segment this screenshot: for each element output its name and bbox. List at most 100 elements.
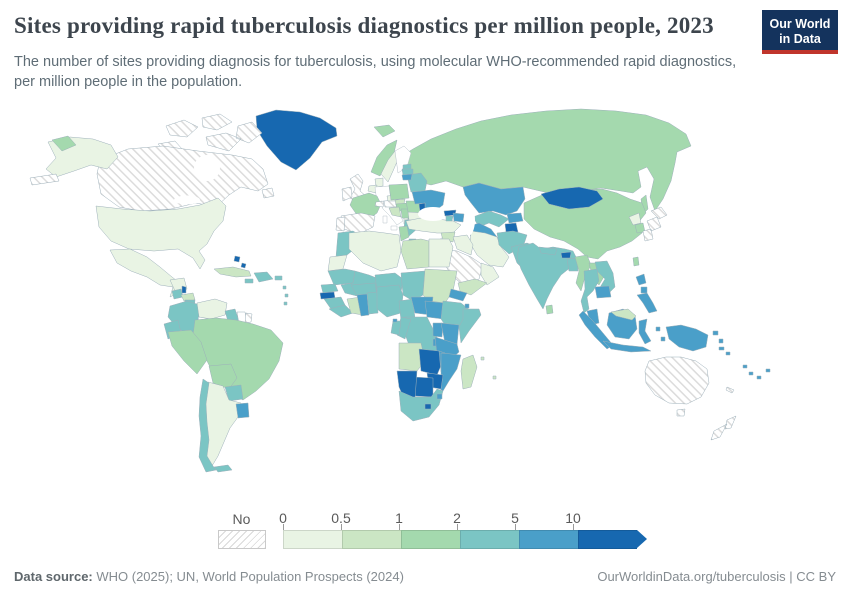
- region-north-korea[interactable]: [628, 212, 642, 226]
- region-uruguay[interactable]: [235, 402, 250, 419]
- region-tajikistan[interactable]: [504, 222, 519, 233]
- region-tunisia[interactable]: [398, 225, 410, 242]
- legend-segment-10plus[interactable]: [578, 530, 637, 549]
- region-new-zealand[interactable]: [710, 415, 737, 441]
- region-poland[interactable]: [388, 183, 410, 201]
- region-bahamas[interactable]: [233, 255, 247, 269]
- region-png-islands[interactable]: [712, 330, 724, 344]
- region-bhutan[interactable]: [560, 251, 572, 259]
- region-nepal[interactable]: [538, 246, 558, 256]
- region-newfoundland[interactable]: [261, 187, 275, 199]
- region-mexico[interactable]: [109, 248, 182, 298]
- owid-logo[interactable]: Our World in Data: [762, 10, 838, 54]
- region-switzerland[interactable]: [374, 200, 385, 208]
- legend-segment-0-05[interactable]: [283, 530, 342, 549]
- region-venezuela[interactable]: [196, 298, 228, 320]
- region-maluku[interactable]: [655, 326, 666, 342]
- region-madagascar[interactable]: [460, 354, 478, 390]
- region-mauritania[interactable]: [327, 268, 356, 286]
- region-french-guiana[interactable]: [244, 312, 253, 324]
- no-data-swatch[interactable]: [218, 530, 266, 549]
- region-iraq[interactable]: [452, 234, 474, 256]
- region-libya[interactable]: [400, 238, 430, 270]
- region-puerto-rico[interactable]: [274, 275, 283, 281]
- region-ghana[interactable]: [356, 293, 370, 317]
- region-cambodia[interactable]: [594, 285, 612, 299]
- region-philippines[interactable]: [635, 273, 658, 314]
- region-thailand[interactable]: [580, 268, 600, 314]
- region-portugal[interactable]: [335, 216, 346, 232]
- region-equatorial-guinea[interactable]: [392, 318, 398, 323]
- region-aleutian-islands[interactable]: [29, 173, 60, 186]
- region-lesser-antilles[interactable]: [282, 285, 289, 306]
- region-somalia[interactable]: [458, 308, 482, 344]
- region-comoros[interactable]: [480, 356, 485, 361]
- region-kazakhstan[interactable]: [462, 182, 526, 216]
- region-eritrea[interactable]: [448, 288, 468, 302]
- legend-segment-1-2[interactable]: [401, 530, 460, 549]
- region-armenia[interactable]: [445, 215, 454, 222]
- region-oman[interactable]: [480, 262, 500, 286]
- region-senegal[interactable]: [320, 283, 339, 294]
- region-mauritius[interactable]: [492, 375, 497, 380]
- region-belarus[interactable]: [406, 172, 428, 193]
- region-guatemala[interactable]: [171, 288, 184, 300]
- region-india[interactable]: [516, 242, 578, 310]
- region-egypt[interactable]: [428, 238, 454, 268]
- legend-segment-5-10[interactable]: [519, 530, 578, 549]
- region-estonia[interactable]: [402, 163, 412, 170]
- region-eswatini[interactable]: [436, 393, 443, 400]
- region-new-guinea[interactable]: [665, 324, 709, 352]
- region-bangladesh[interactable]: [566, 257, 579, 272]
- region-zambia[interactable]: [418, 348, 444, 376]
- region-croatia[interactable]: [388, 206, 402, 218]
- region-lithuania[interactable]: [401, 173, 413, 181]
- region-lesotho[interactable]: [424, 403, 432, 410]
- region-australia[interactable]: [644, 356, 710, 405]
- region-spain[interactable]: [340, 212, 376, 235]
- region-western-sahara[interactable]: [327, 254, 348, 272]
- legend-segment-05-1[interactable]: [342, 530, 401, 549]
- region-new-caledonia[interactable]: [725, 386, 735, 394]
- region-taiwan[interactable]: [632, 256, 640, 267]
- region-solomon-islands[interactable]: [718, 346, 731, 356]
- region-hispaniola[interactable]: [253, 271, 274, 283]
- region-iran[interactable]: [469, 230, 510, 268]
- region-pacific-wrap-islands[interactable]: [51, 135, 77, 152]
- region-chad[interactable]: [400, 270, 426, 302]
- region-kyrgyzstan[interactable]: [506, 212, 524, 224]
- region-sri-lanka[interactable]: [545, 304, 554, 315]
- region-east-malaysia[interactable]: [610, 308, 637, 321]
- region-gabon[interactable]: [390, 320, 402, 336]
- region-france[interactable]: [349, 192, 382, 220]
- region-djibouti[interactable]: [464, 303, 470, 309]
- footer-link[interactable]: OurWorldinData.org/tuberculosis | CC BY: [597, 569, 836, 584]
- region-tierra-del-fuego[interactable]: [213, 464, 233, 473]
- region-greenland[interactable]: [255, 109, 338, 171]
- region-cuba[interactable]: [213, 266, 252, 278]
- region-tasmania[interactable]: [676, 408, 686, 417]
- region-algeria[interactable]: [348, 230, 402, 272]
- region-jamaica[interactable]: [244, 278, 254, 284]
- region-sumatra[interactable]: [578, 310, 614, 350]
- region-japan[interactable]: [642, 206, 668, 242]
- region-iceland[interactable]: [373, 124, 396, 138]
- region-azerbaijan[interactable]: [452, 212, 465, 223]
- region-java[interactable]: [602, 340, 652, 353]
- region-china[interactable]: [523, 188, 647, 260]
- region-fiji-vanuatu[interactable]: [742, 364, 771, 380]
- region-bolivia[interactable]: [208, 363, 238, 390]
- region-canada[interactable]: [96, 145, 269, 212]
- region-myanmar[interactable]: [574, 254, 592, 292]
- region-canada-arctic[interactable]: [157, 113, 263, 155]
- region-latvia[interactable]: [401, 168, 414, 176]
- region-uganda[interactable]: [432, 322, 444, 338]
- region-peru[interactable]: [167, 329, 208, 375]
- region-ireland[interactable]: [341, 186, 353, 202]
- region-sulawesi[interactable]: [638, 318, 652, 345]
- region-belize[interactable]: [181, 285, 187, 294]
- legend-segment-2-5[interactable]: [460, 530, 519, 549]
- region-italy[interactable]: [380, 200, 404, 231]
- region-togo-benin[interactable]: [366, 291, 379, 315]
- region-mongolia[interactable]: [540, 186, 604, 210]
